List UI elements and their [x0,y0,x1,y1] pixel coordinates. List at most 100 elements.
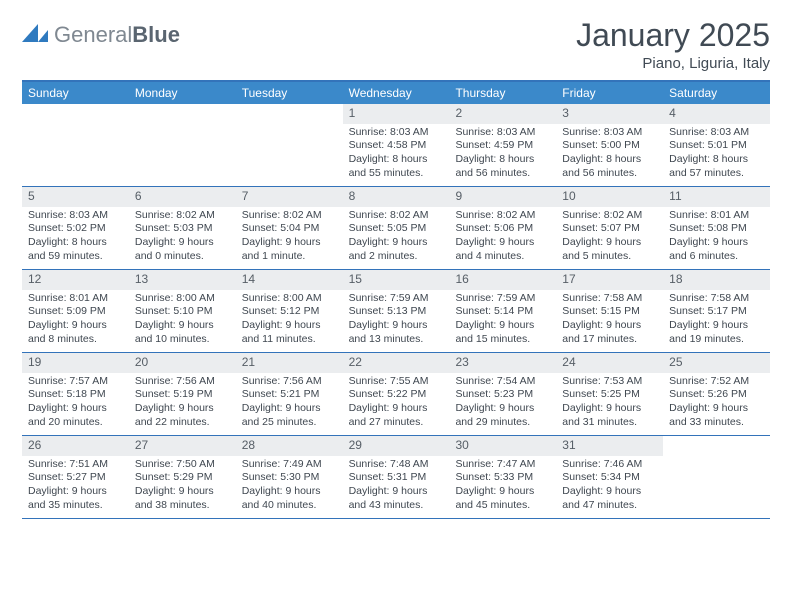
day-cell: 31Sunrise: 7:46 AMSunset: 5:34 PMDayligh… [556,436,663,518]
sunrise-line: Sunrise: 7:59 AM [349,292,444,306]
daylight-line: Daylight: 9 hours and 38 minutes. [135,485,230,512]
sunrise-line: Sunrise: 8:02 AM [562,209,657,223]
sunset-line: Sunset: 5:21 PM [242,388,337,402]
day-content: Sunrise: 7:58 AMSunset: 5:15 PMDaylight:… [556,292,663,351]
sunrise-line: Sunrise: 8:03 AM [562,126,657,140]
day-content: Sunrise: 8:02 AMSunset: 5:07 PMDaylight:… [556,209,663,268]
sunset-line: Sunset: 5:34 PM [562,471,657,485]
day-number: 11 [663,187,770,207]
weekday-header-thursday: Thursday [449,82,556,104]
day-content: Sunrise: 7:53 AMSunset: 5:25 PMDaylight:… [556,375,663,434]
day-number: 4 [663,104,770,124]
day-content: Sunrise: 8:00 AMSunset: 5:12 PMDaylight:… [236,292,343,351]
day-number: 24 [556,353,663,373]
sunrise-line: Sunrise: 8:02 AM [242,209,337,223]
day-number: 8 [343,187,450,207]
day-number: 20 [129,353,236,373]
daylight-line: Daylight: 9 hours and 20 minutes. [28,402,123,429]
day-number: 17 [556,270,663,290]
sunrise-line: Sunrise: 8:03 AM [455,126,550,140]
daylight-line: Daylight: 9 hours and 5 minutes. [562,236,657,263]
sunrise-line: Sunrise: 7:55 AM [349,375,444,389]
calendar-grid: SundayMondayTuesdayWednesdayThursdayFrid… [22,80,770,519]
sunrise-line: Sunrise: 7:58 AM [669,292,764,306]
sunset-line: Sunset: 5:31 PM [349,471,444,485]
day-number: 7 [236,187,343,207]
sunrise-line: Sunrise: 7:49 AM [242,458,337,472]
day-number: 6 [129,187,236,207]
day-number: 21 [236,353,343,373]
sunset-line: Sunset: 5:07 PM [562,222,657,236]
day-cell: 22Sunrise: 7:55 AMSunset: 5:22 PMDayligh… [343,353,450,435]
sunrise-line: Sunrise: 7:59 AM [455,292,550,306]
day-number: 13 [129,270,236,290]
daylight-line: Daylight: 9 hours and 47 minutes. [562,485,657,512]
sunrise-line: Sunrise: 8:03 AM [349,126,444,140]
day-cell: 21Sunrise: 7:56 AMSunset: 5:21 PMDayligh… [236,353,343,435]
day-number: 18 [663,270,770,290]
day-content: Sunrise: 8:03 AMSunset: 5:02 PMDaylight:… [22,209,129,268]
day-cell: 26Sunrise: 7:51 AMSunset: 5:27 PMDayligh… [22,436,129,518]
week-row: 19Sunrise: 7:57 AMSunset: 5:18 PMDayligh… [22,353,770,436]
day-cell: 3Sunrise: 8:03 AMSunset: 5:00 PMDaylight… [556,104,663,186]
daylight-line: Daylight: 9 hours and 2 minutes. [349,236,444,263]
sunset-line: Sunset: 5:10 PM [135,305,230,319]
day-number: 12 [22,270,129,290]
day-cell: 17Sunrise: 7:58 AMSunset: 5:15 PMDayligh… [556,270,663,352]
sunset-line: Sunset: 5:04 PM [242,222,337,236]
weekday-header-saturday: Saturday [663,82,770,104]
sunrise-line: Sunrise: 7:50 AM [135,458,230,472]
day-number: 26 [22,436,129,456]
day-cell: 0 [236,104,343,186]
daylight-line: Daylight: 9 hours and 11 minutes. [242,319,337,346]
daylight-line: Daylight: 9 hours and 29 minutes. [455,402,550,429]
sunrise-line: Sunrise: 8:03 AM [669,126,764,140]
sunset-line: Sunset: 5:06 PM [455,222,550,236]
daylight-line: Daylight: 9 hours and 43 minutes. [349,485,444,512]
location-text: Piano, Liguria, Italy [576,55,770,72]
sunset-line: Sunset: 5:01 PM [669,139,764,153]
sunset-line: Sunset: 5:02 PM [28,222,123,236]
daylight-line: Daylight: 8 hours and 56 minutes. [455,153,550,180]
week-row: 0001Sunrise: 8:03 AMSunset: 4:58 PMDayli… [22,104,770,187]
weekday-header-sunday: Sunday [22,82,129,104]
day-cell: 1Sunrise: 8:03 AMSunset: 4:58 PMDaylight… [343,104,450,186]
week-row: 5Sunrise: 8:03 AMSunset: 5:02 PMDaylight… [22,187,770,270]
daylight-line: Daylight: 9 hours and 19 minutes. [669,319,764,346]
sunrise-line: Sunrise: 7:57 AM [28,375,123,389]
day-number: 22 [343,353,450,373]
sunset-line: Sunset: 5:22 PM [349,388,444,402]
day-cell: 13Sunrise: 8:00 AMSunset: 5:10 PMDayligh… [129,270,236,352]
weekday-header-row: SundayMondayTuesdayWednesdayThursdayFrid… [22,82,770,104]
day-content: Sunrise: 8:00 AMSunset: 5:10 PMDaylight:… [129,292,236,351]
calendar-page: GeneralBlue January 2025 Piano, Liguria,… [0,0,792,612]
daylight-line: Daylight: 9 hours and 1 minute. [242,236,337,263]
day-cell: 30Sunrise: 7:47 AMSunset: 5:33 PMDayligh… [449,436,556,518]
day-cell: 5Sunrise: 8:03 AMSunset: 5:02 PMDaylight… [22,187,129,269]
weekday-header-friday: Friday [556,82,663,104]
day-content: Sunrise: 8:03 AMSunset: 5:00 PMDaylight:… [556,126,663,185]
day-cell: 2Sunrise: 8:03 AMSunset: 4:59 PMDaylight… [449,104,556,186]
day-cell: 16Sunrise: 7:59 AMSunset: 5:14 PMDayligh… [449,270,556,352]
daylight-line: Daylight: 8 hours and 55 minutes. [349,153,444,180]
day-cell: 29 Sunrise: 7:48 AMSunset: 5:31 PMDayligh… [343,436,450,518]
day-content: Sunrise: 7:59 AMSunset: 5:14 PMDaylight:… [449,292,556,351]
day-number: 29 [343,436,450,456]
daylight-line: Daylight: 9 hours and 25 minutes. [242,402,337,429]
day-cell: 9Sunrise: 8:02 AMSunset: 5:06 PMDaylight… [449,187,556,269]
sunrise-line: Sunrise: 7:47 AM [455,458,550,472]
daylight-line: Daylight: 9 hours and 45 minutes. [455,485,550,512]
sunrise-line: Sunrise: 8:02 AM [349,209,444,223]
sunrise-line: Sunrise: 7:48 AM [349,458,444,472]
day-content: Sunrise: 7:47 AMSunset: 5:33 PMDaylight:… [449,458,556,517]
weeks-container: 0001Sunrise: 8:03 AMSunset: 4:58 PMDayli… [22,104,770,519]
sunset-line: Sunset: 5:05 PM [349,222,444,236]
day-number: 19 [22,353,129,373]
sunset-line: Sunset: 5:27 PM [28,471,123,485]
day-cell: 11Sunrise: 8:01 AMSunset: 5:08 PMDayligh… [663,187,770,269]
day-content: Sunrise: 8:02 AMSunset: 5:05 PMDaylight:… [343,209,450,268]
daylight-line: Daylight: 9 hours and 15 minutes. [455,319,550,346]
day-content: Sunrise: 7:55 AMSunset: 5:22 PMDaylight:… [343,375,450,434]
sunrise-line: Sunrise: 8:02 AM [455,209,550,223]
day-number: 31 [556,436,663,456]
